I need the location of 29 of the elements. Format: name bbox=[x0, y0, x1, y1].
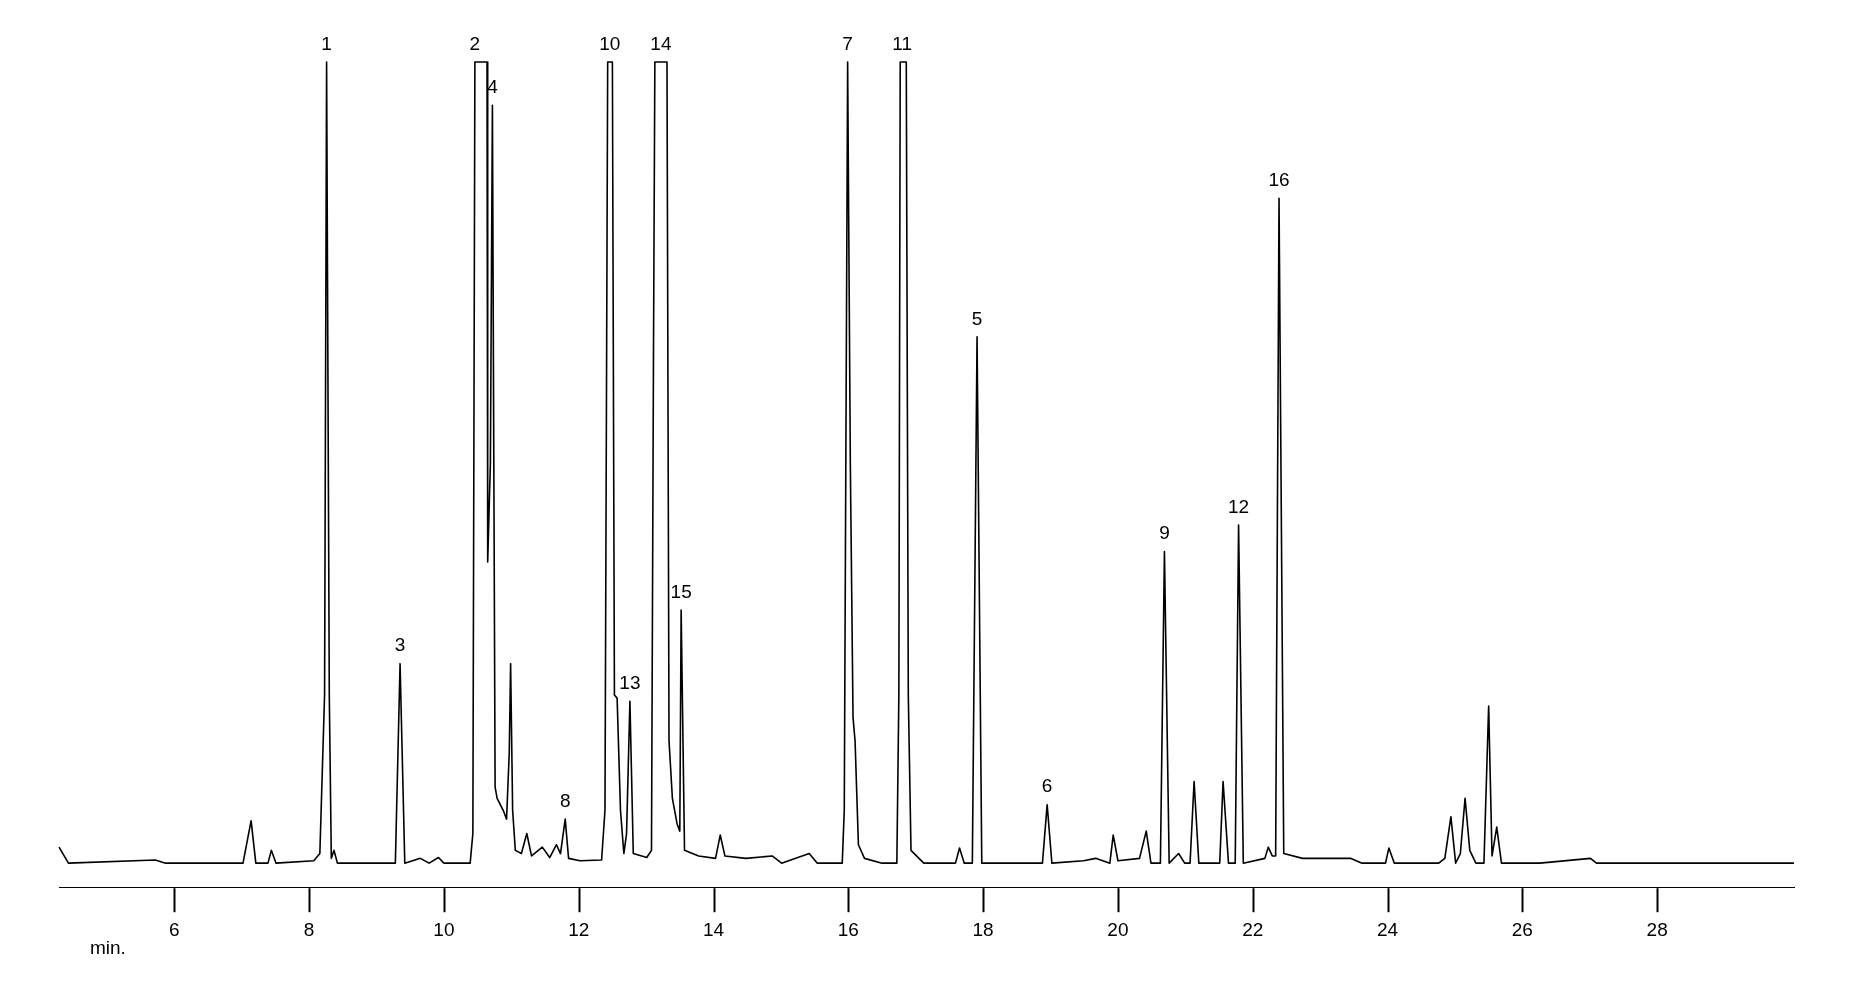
x-tick-label: 10 bbox=[433, 918, 455, 940]
x-tick-label: 12 bbox=[568, 918, 590, 940]
x-axis-title: min. bbox=[90, 936, 126, 958]
annotation: 10 bbox=[599, 32, 621, 54]
x-tick-label: 22 bbox=[1242, 918, 1264, 940]
x-tick-label: 20 bbox=[1107, 918, 1129, 940]
annotation: 8 bbox=[559, 789, 571, 811]
x-tick-label: 26 bbox=[1511, 918, 1533, 940]
annotation: 11 bbox=[892, 32, 913, 54]
x-tick-label: 16 bbox=[837, 918, 859, 940]
annotation: 1 bbox=[321, 32, 332, 54]
annotation: 5 bbox=[971, 307, 983, 329]
annotation: 9 bbox=[1159, 522, 1170, 544]
x-tick-label: 8 bbox=[303, 918, 315, 940]
annotation: 7 bbox=[842, 32, 853, 54]
annotation: 16 bbox=[1268, 168, 1290, 190]
annotation: 14 bbox=[650, 32, 672, 54]
annotation: 15 bbox=[670, 580, 692, 602]
annotation: 13 bbox=[619, 672, 641, 694]
annotation: 4 bbox=[487, 76, 499, 97]
annotation: 2 bbox=[469, 32, 481, 54]
x-tick-label: 6 bbox=[168, 918, 180, 940]
x-tick-label: 24 bbox=[1376, 918, 1399, 940]
annotation: 6 bbox=[1041, 775, 1053, 797]
annotation: 3 bbox=[394, 634, 406, 656]
x-tick-label: 28 bbox=[1646, 918, 1668, 940]
x-tick-label: 18 bbox=[972, 918, 994, 940]
x-tick-label: 14 bbox=[702, 918, 725, 940]
annotation: 12 bbox=[1228, 495, 1250, 517]
